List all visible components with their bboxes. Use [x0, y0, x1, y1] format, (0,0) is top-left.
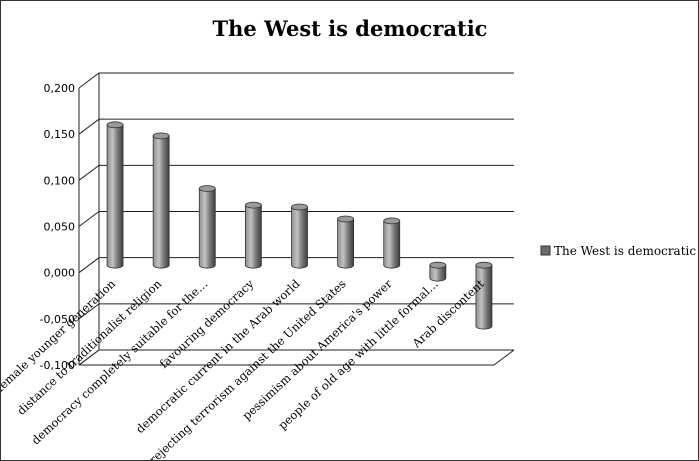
gridline [78, 118, 514, 135]
floor-depth-edge [78, 349, 100, 366]
legend-label: The West is democratic [554, 244, 696, 258]
legend-swatch [540, 245, 551, 256]
y-tick-label: 0,150 [44, 128, 76, 141]
category-label: democratic current in the Arab world [133, 276, 303, 436]
y-tick-label: -0,100 [40, 359, 75, 372]
bar [244, 201, 262, 269]
floor-edge [79, 349, 515, 366]
axis-layer [78, 73, 515, 366]
y-tick-label: 0,050 [44, 221, 76, 234]
bar [106, 121, 124, 269]
y-tick-label: 0,000 [44, 267, 76, 280]
y-tick-label: 0,100 [44, 174, 76, 187]
bar [337, 215, 355, 269]
bar [152, 132, 170, 269]
bar [429, 261, 447, 282]
bar [383, 217, 401, 269]
bar [291, 203, 308, 269]
y-tick-labels: -0,100 -0,050 0,000 0,050 0,100 0,150 0,200 [40, 82, 75, 372]
chart-title: The West is democratic [213, 16, 488, 41]
legend: The West is democratic [540, 244, 696, 258]
category-label: people of old age with little formal… [275, 277, 441, 433]
gridline [78, 164, 514, 181]
bar [475, 261, 493, 330]
bar [198, 185, 216, 269]
y-tick-label: -0,050 [40, 313, 75, 326]
bars-layer [106, 121, 493, 330]
y-tick-label: 0,200 [44, 82, 76, 95]
gridline [78, 72, 514, 89]
